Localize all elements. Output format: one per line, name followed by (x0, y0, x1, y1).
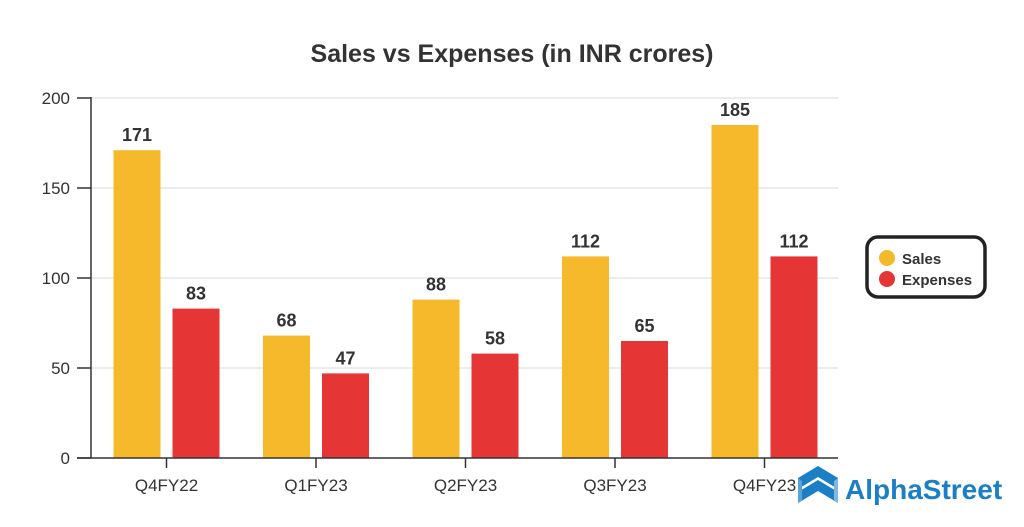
bar-expenses-Q4FY22 (172, 308, 220, 458)
x-axis: Q4FY22 Q1FY23 Q2FY23 Q3FY23 Q4FY23 (77, 457, 838, 495)
legend: Sales Expenses (865, 235, 987, 299)
bar-sales-Q4FY23 (711, 125, 759, 458)
y-tick-label: 0 (61, 449, 70, 468)
y-tick-label: 150 (42, 179, 70, 198)
data-label-sales: 68 (276, 311, 296, 331)
data-label-expenses: 58 (485, 329, 505, 349)
x-tick-label: Q4FY23 (733, 476, 796, 495)
data-label-sales: 171 (122, 125, 152, 145)
bar-expenses-Q1FY23 (322, 373, 369, 458)
data-label-expenses: 83 (186, 284, 206, 304)
chart-title: Sales vs Expenses (in INR crores) (311, 40, 714, 68)
y-tick-label: 50 (51, 359, 70, 378)
data-label-sales: 88 (426, 275, 446, 295)
alphastreet-logo-text: AlphaStreet (845, 474, 1002, 505)
bar-sales-Q4FY22 (113, 150, 161, 458)
data-label-expenses: 47 (335, 348, 355, 368)
x-tick-label: Q3FY23 (583, 476, 646, 495)
legend-label-sales: Sales (902, 251, 941, 268)
x-tick-label: Q4FY22 (135, 476, 198, 495)
bar-expenses-Q3FY23 (621, 341, 668, 458)
data-label-sales: 112 (571, 231, 600, 251)
bars (113, 125, 818, 458)
data-label-sales: 185 (720, 100, 750, 120)
data-label-expenses: 112 (779, 231, 808, 251)
y-axis: 0 50 100 150 200 (42, 89, 92, 468)
y-tick-label: 100 (42, 269, 70, 288)
bar-sales-Q1FY23 (263, 335, 310, 458)
x-tick-label: Q2FY23 (434, 476, 497, 495)
data-labels: 171 83 68 47 88 58 112 65 185 112 (122, 100, 809, 368)
legend-swatch-expenses (879, 271, 895, 287)
bar-expenses-Q2FY23 (471, 353, 519, 458)
x-tick-label: Q1FY23 (284, 476, 347, 495)
bar-sales-Q3FY23 (562, 256, 609, 458)
bar-sales-Q2FY23 (412, 299, 460, 458)
legend-box (865, 235, 987, 299)
alphastreet-logo-icon (798, 466, 838, 503)
data-label-expenses: 65 (634, 316, 654, 336)
y-tick-label: 200 (42, 89, 70, 108)
alphastreet-logo: AlphaStreet (798, 466, 1002, 505)
legend-swatch-sales (879, 250, 895, 266)
bar-expenses-Q4FY23 (770, 256, 818, 458)
legend-label-expenses: Expenses (902, 272, 972, 289)
